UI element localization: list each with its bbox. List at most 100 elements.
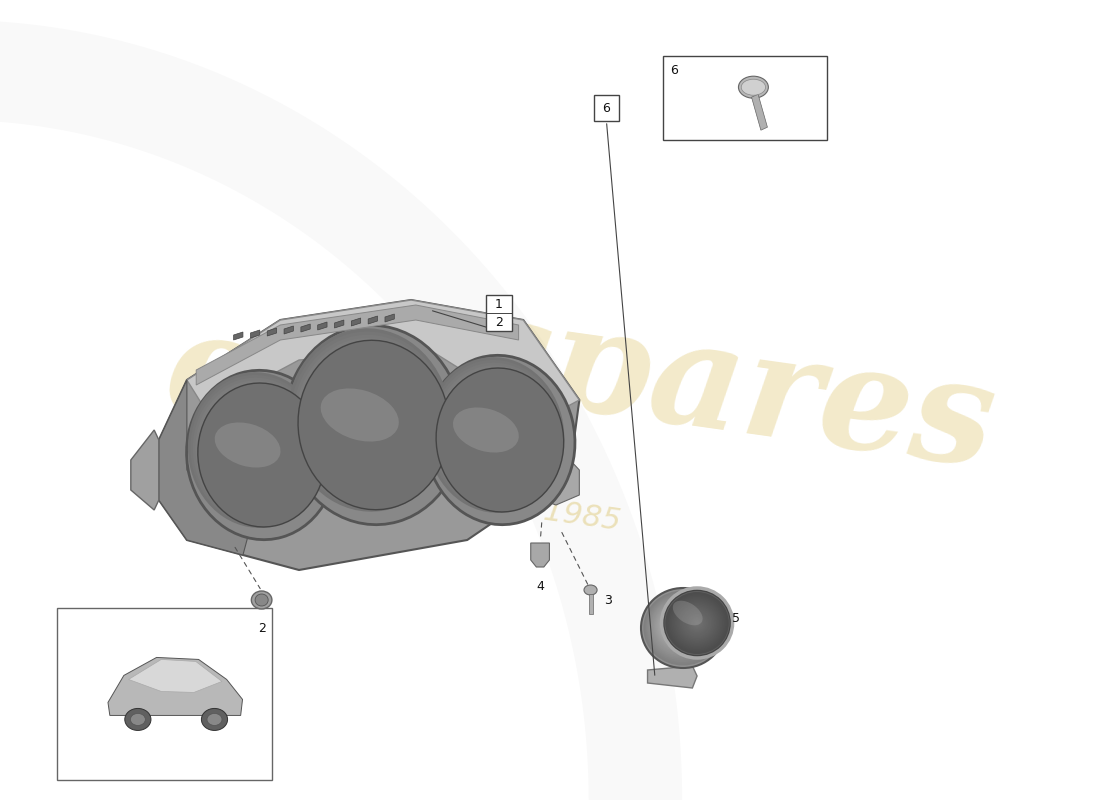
Ellipse shape: [678, 605, 716, 642]
Ellipse shape: [230, 419, 289, 486]
Ellipse shape: [330, 377, 412, 468]
Text: 5: 5: [732, 611, 739, 625]
Ellipse shape: [441, 374, 551, 498]
Ellipse shape: [461, 396, 535, 479]
Ellipse shape: [322, 367, 420, 477]
Ellipse shape: [674, 622, 678, 625]
Polygon shape: [385, 314, 394, 322]
Ellipse shape: [453, 387, 541, 486]
Text: 3: 3: [605, 594, 613, 606]
Text: a passion for parts since 1985: a passion for parts since 1985: [162, 443, 623, 537]
Polygon shape: [751, 94, 768, 130]
Ellipse shape: [371, 422, 376, 428]
Ellipse shape: [238, 427, 283, 479]
Polygon shape: [0, 20, 682, 800]
Bar: [588, 594, 593, 614]
Polygon shape: [301, 324, 310, 332]
Ellipse shape: [645, 592, 720, 664]
Ellipse shape: [446, 379, 547, 494]
Ellipse shape: [314, 358, 428, 486]
Ellipse shape: [649, 596, 715, 658]
Ellipse shape: [260, 452, 264, 458]
Ellipse shape: [669, 617, 685, 631]
Ellipse shape: [463, 398, 532, 477]
Ellipse shape: [348, 396, 397, 451]
Text: 6: 6: [670, 64, 679, 77]
Ellipse shape: [666, 592, 729, 654]
Ellipse shape: [692, 618, 702, 628]
FancyBboxPatch shape: [594, 95, 618, 121]
Ellipse shape: [296, 338, 443, 503]
Ellipse shape: [584, 585, 597, 595]
Ellipse shape: [672, 598, 723, 648]
Ellipse shape: [208, 394, 309, 509]
Ellipse shape: [689, 615, 705, 630]
Ellipse shape: [651, 598, 712, 655]
Ellipse shape: [205, 391, 311, 511]
Ellipse shape: [214, 422, 280, 467]
Ellipse shape: [429, 360, 562, 510]
Ellipse shape: [664, 611, 693, 638]
Ellipse shape: [670, 618, 683, 630]
Ellipse shape: [362, 412, 384, 437]
Ellipse shape: [242, 433, 278, 474]
Polygon shape: [251, 330, 260, 338]
Ellipse shape: [224, 414, 294, 491]
Polygon shape: [233, 332, 243, 340]
Text: spares: spares: [458, 283, 1003, 497]
Ellipse shape: [465, 402, 530, 474]
Ellipse shape: [200, 386, 316, 516]
Ellipse shape: [477, 415, 519, 462]
Ellipse shape: [250, 441, 273, 467]
Ellipse shape: [324, 370, 418, 474]
Ellipse shape: [485, 423, 513, 454]
Ellipse shape: [196, 380, 320, 521]
Ellipse shape: [676, 603, 717, 643]
Ellipse shape: [218, 406, 300, 498]
Text: 6: 6: [603, 102, 611, 114]
Ellipse shape: [681, 607, 713, 638]
Polygon shape: [196, 305, 518, 385]
Ellipse shape: [293, 334, 446, 506]
Ellipse shape: [691, 617, 703, 629]
Ellipse shape: [667, 594, 727, 653]
Ellipse shape: [353, 402, 392, 446]
Polygon shape: [131, 430, 158, 510]
Ellipse shape: [641, 588, 725, 668]
Ellipse shape: [124, 709, 151, 730]
Ellipse shape: [345, 393, 399, 454]
Ellipse shape: [252, 591, 272, 609]
Ellipse shape: [360, 409, 386, 439]
Ellipse shape: [449, 382, 544, 491]
Polygon shape: [187, 300, 580, 420]
Ellipse shape: [680, 606, 715, 640]
Ellipse shape: [342, 390, 403, 457]
Ellipse shape: [669, 595, 726, 651]
Ellipse shape: [443, 377, 549, 496]
Polygon shape: [318, 322, 327, 330]
Ellipse shape: [468, 404, 528, 471]
Ellipse shape: [232, 422, 287, 484]
Ellipse shape: [131, 714, 145, 726]
Ellipse shape: [339, 386, 405, 460]
Ellipse shape: [255, 594, 268, 606]
Ellipse shape: [673, 621, 680, 626]
Ellipse shape: [684, 610, 710, 635]
Ellipse shape: [658, 605, 702, 646]
Polygon shape: [368, 316, 377, 324]
Ellipse shape: [431, 362, 560, 508]
Ellipse shape: [436, 368, 556, 503]
Ellipse shape: [246, 438, 275, 470]
FancyBboxPatch shape: [486, 295, 513, 331]
Polygon shape: [530, 543, 549, 567]
Text: 2: 2: [495, 315, 503, 329]
Ellipse shape: [741, 79, 766, 95]
Text: 4: 4: [536, 580, 544, 593]
Ellipse shape: [455, 390, 539, 484]
Ellipse shape: [198, 383, 318, 518]
Ellipse shape: [473, 410, 524, 466]
Ellipse shape: [660, 607, 698, 643]
Polygon shape: [334, 320, 344, 328]
Ellipse shape: [471, 407, 526, 469]
Ellipse shape: [365, 415, 382, 434]
